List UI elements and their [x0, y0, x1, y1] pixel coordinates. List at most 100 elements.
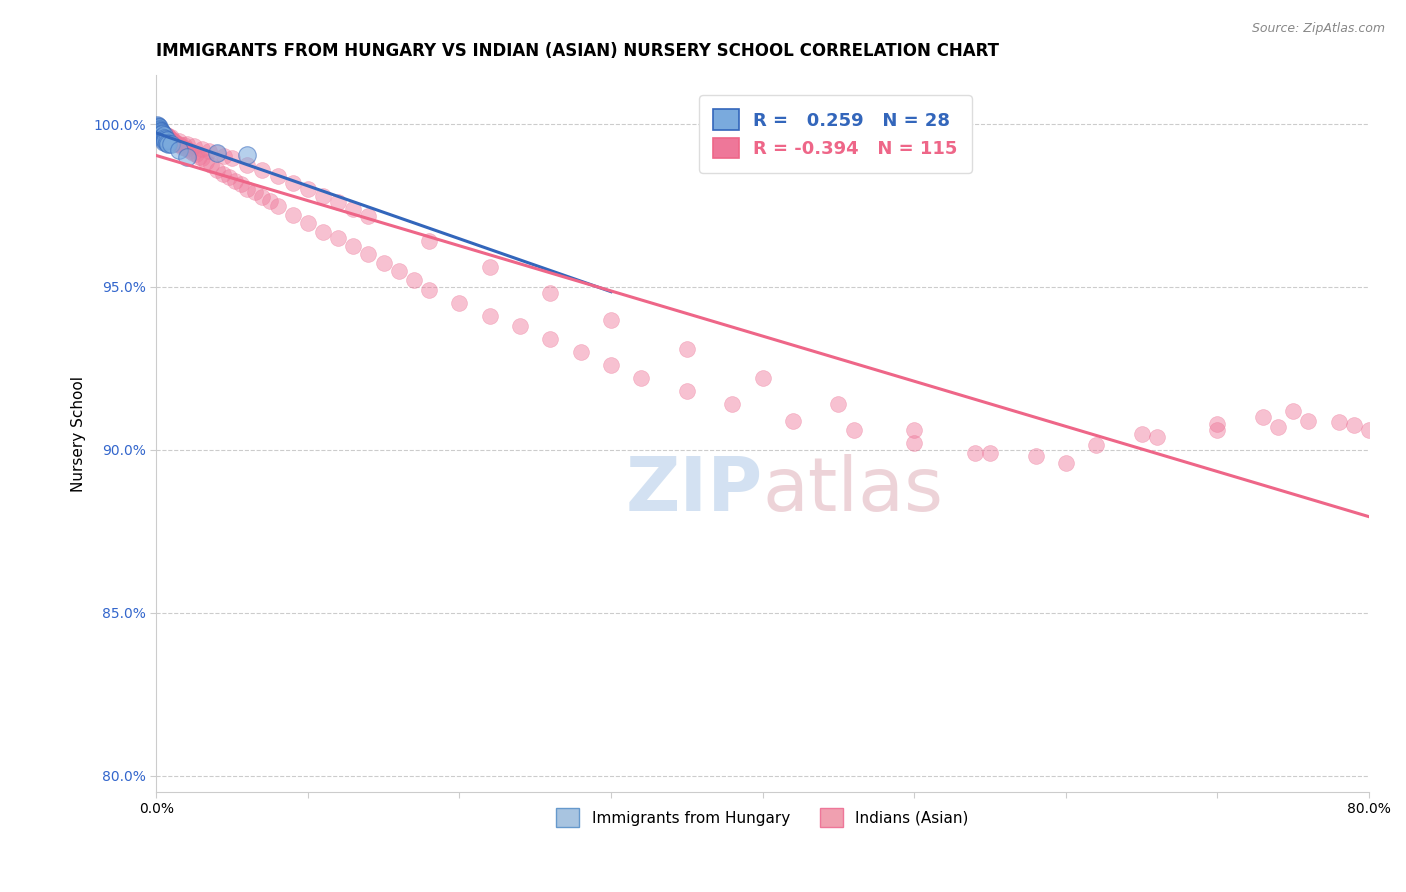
Point: [155, 132, 177, 146]
Point: [173, 138, 195, 153]
Point: [449, 296, 471, 310]
Point: [150, 130, 173, 145]
Point: [146, 120, 169, 135]
Point: [478, 260, 501, 275]
Point: [212, 167, 235, 181]
Point: [297, 216, 319, 230]
Point: [156, 136, 179, 150]
Point: [160, 130, 183, 145]
Point: [162, 135, 184, 149]
Point: [676, 384, 699, 399]
Point: [195, 154, 218, 169]
Point: [1343, 418, 1365, 433]
Point: [1282, 404, 1305, 418]
Point: [1130, 426, 1153, 441]
Point: [218, 169, 240, 184]
Point: [252, 190, 274, 204]
Point: [155, 134, 177, 148]
Point: [157, 134, 180, 148]
Point: [1146, 430, 1168, 444]
Point: [160, 132, 183, 146]
Point: [150, 126, 173, 140]
Point: [538, 286, 561, 301]
Point: [176, 150, 198, 164]
Point: [236, 182, 259, 196]
Point: [149, 124, 172, 138]
Point: [357, 209, 380, 223]
Point: [156, 133, 179, 147]
Point: [979, 446, 1001, 460]
Point: [170, 140, 193, 154]
Point: [259, 194, 281, 208]
Point: [157, 136, 180, 151]
Point: [150, 130, 173, 145]
Point: [160, 133, 183, 147]
Point: [751, 371, 773, 385]
Point: [148, 120, 170, 135]
Point: [149, 124, 172, 138]
Text: IMMIGRANTS FROM HUNGARY VS INDIAN (ASIAN) NURSERY SCHOOL CORRELATION CHART: IMMIGRANTS FROM HUNGARY VS INDIAN (ASIAN…: [156, 42, 1000, 60]
Point: [149, 127, 172, 141]
Point: [156, 133, 179, 147]
Point: [149, 128, 172, 143]
Point: [1025, 450, 1047, 464]
Point: [150, 128, 173, 142]
Point: [1206, 417, 1229, 431]
Point: [148, 127, 170, 141]
Point: [1267, 420, 1289, 434]
Point: [146, 120, 169, 134]
Point: [200, 158, 222, 172]
Point: [297, 182, 319, 196]
Point: [630, 371, 652, 385]
Point: [373, 255, 395, 269]
Point: [159, 130, 181, 145]
Point: [146, 118, 169, 132]
Point: [153, 130, 176, 145]
Point: [150, 126, 173, 140]
Point: [149, 125, 172, 139]
Point: [155, 128, 177, 142]
Point: [166, 137, 188, 152]
Point: [328, 195, 350, 210]
Point: [1298, 413, 1320, 427]
Point: [418, 235, 440, 249]
Point: [148, 123, 170, 137]
Point: [388, 264, 411, 278]
Point: [159, 135, 181, 149]
Point: [167, 143, 190, 157]
Point: [478, 310, 501, 324]
Legend: Immigrants from Hungary, Indians (Asian): Immigrants from Hungary, Indians (Asian): [548, 801, 977, 835]
Point: [148, 122, 170, 136]
Point: [342, 239, 364, 253]
Point: [146, 125, 169, 139]
Point: [181, 145, 204, 160]
Point: [146, 120, 169, 135]
Text: atlas: atlas: [762, 454, 943, 527]
Point: [328, 231, 350, 245]
Y-axis label: Nursery School: Nursery School: [72, 376, 86, 491]
Point: [205, 146, 228, 161]
Point: [190, 151, 212, 165]
Point: [236, 158, 259, 172]
Point: [187, 150, 209, 164]
Point: [312, 225, 335, 239]
Point: [1327, 415, 1350, 429]
Point: [252, 163, 274, 178]
Point: [153, 133, 176, 147]
Point: [963, 446, 986, 460]
Point: [357, 247, 380, 261]
Point: [229, 178, 252, 192]
Point: [312, 189, 335, 203]
Point: [1054, 456, 1077, 470]
Point: [1251, 410, 1274, 425]
Point: [224, 174, 246, 188]
Point: [842, 423, 865, 437]
Point: [205, 146, 228, 161]
Point: [1206, 423, 1229, 437]
Point: [243, 186, 266, 200]
Point: [600, 358, 623, 372]
Point: [183, 139, 205, 153]
Point: [179, 144, 201, 158]
Point: [903, 423, 925, 437]
Point: [198, 144, 221, 158]
